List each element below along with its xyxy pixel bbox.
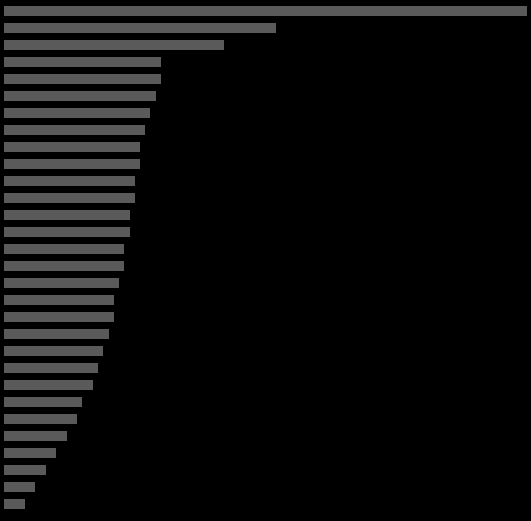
- bar-10: [4, 176, 135, 186]
- horizontal-bar-chart: [4, 6, 527, 515]
- bar-17: [4, 295, 114, 305]
- bar-27: [4, 465, 46, 475]
- bar-15: [4, 261, 124, 271]
- bar-13: [4, 227, 130, 237]
- bar-19: [4, 329, 109, 339]
- bar-16: [4, 278, 119, 288]
- bar-12: [4, 210, 130, 220]
- bar-28: [4, 482, 35, 492]
- bar-4: [4, 74, 161, 84]
- bar-20: [4, 346, 103, 356]
- bar-8: [4, 142, 140, 152]
- bar-6: [4, 108, 150, 118]
- bar-14: [4, 244, 124, 254]
- bar-0: [4, 6, 527, 16]
- bar-1: [4, 23, 276, 33]
- bar-23: [4, 397, 82, 407]
- bar-7: [4, 125, 145, 135]
- bar-29: [4, 499, 25, 509]
- bar-18: [4, 312, 114, 322]
- bar-11: [4, 193, 135, 203]
- bar-24: [4, 414, 77, 424]
- bar-26: [4, 448, 56, 458]
- bar-22: [4, 380, 93, 390]
- bar-5: [4, 91, 156, 101]
- bar-21: [4, 363, 98, 373]
- bar-25: [4, 431, 67, 441]
- bar-9: [4, 159, 140, 169]
- bar-3: [4, 57, 161, 67]
- bar-2: [4, 40, 224, 50]
